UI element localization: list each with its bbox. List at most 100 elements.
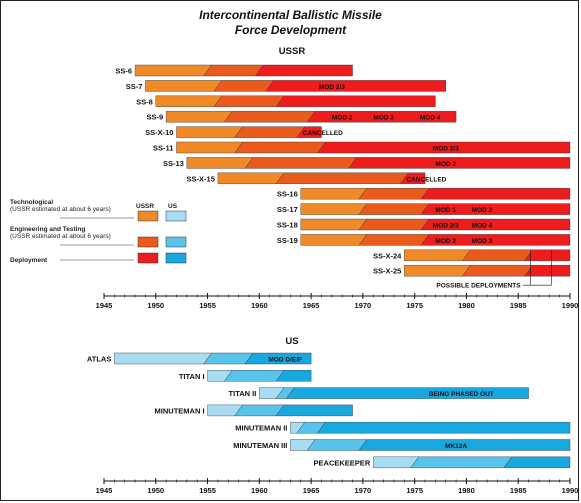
us-x-tick-label-8: 1985	[510, 486, 527, 495]
ussr-bar-eng-0	[203, 64, 264, 77]
ussr-bar-dep-8	[420, 187, 571, 200]
ussr-bar-eng-3	[223, 110, 316, 123]
us-x-tick-label-0: 1945	[96, 486, 113, 495]
us-bar-4: MINUTEMAN II	[235, 422, 571, 434]
legend-swatch-ussr-tech	[137, 210, 159, 222]
ussr-bar-eng-9	[358, 203, 430, 215]
ussr-bar-dep-1	[265, 80, 446, 92]
ussr-bar-tech-7	[217, 172, 285, 185]
ussr-annotation-9-1: MOD 2	[472, 207, 493, 214]
ussr-annotation-3-1: MOD 3	[373, 115, 394, 122]
ussr-bar-eng-1	[213, 80, 275, 92]
ussr-bar-dep-7	[399, 172, 426, 185]
ussr-bar-dep-12	[524, 249, 571, 261]
ussr-bar-dep-9	[420, 203, 571, 215]
legend-tech-sub: (USSR estimated at about 6 years)	[10, 206, 111, 213]
ussr-row-label-3: SS-9	[146, 113, 163, 122]
ussr-bar-tech-9	[300, 203, 368, 215]
possible-deployments-label: POSSIBLE DEPLOYMENTS	[436, 283, 521, 290]
ussr-bar-dep-0	[254, 64, 353, 77]
us-annotation-5-0: MK12A	[445, 443, 467, 450]
ussr-bar-dep-6	[348, 157, 571, 169]
ussr-bar-4: SS-X-10 CANCELLED	[145, 126, 343, 138]
ussr-bar-tech-4	[176, 126, 244, 138]
ussr-annotation-6-0: MOD 2	[435, 161, 456, 168]
ussr-bar-12: SS-X-24	[373, 249, 571, 261]
legend-tech-title: Technological	[10, 199, 54, 206]
ussr-row-label-1: SS-7	[126, 82, 143, 91]
ussr-bar-tech-2	[155, 95, 223, 108]
ussr-bar-5: SS-11 MOD 2/3	[153, 141, 571, 154]
us-bar-eng-1	[223, 370, 285, 382]
ussr-bar-eng-11	[358, 234, 430, 246]
legend-swatch-ussr-eng	[137, 236, 159, 248]
us-bar-6: PEACEKEEPER	[314, 456, 571, 468]
us-x-tick-label-1: 1950	[147, 486, 164, 495]
legend-eng-sub: (USSR estimated at about 6 years)	[10, 233, 111, 240]
us-bar-dep-3	[275, 404, 353, 417]
us-bar-dep-2	[286, 387, 529, 399]
ussr-x-tick-label-1: 1950	[147, 301, 164, 310]
ussr-bar-7: SS-X-15 CANCELLED	[187, 172, 447, 185]
us-bar-tech-0	[114, 352, 212, 365]
ussr-bar-dep-11	[420, 234, 571, 246]
ussr-x-tick-label-3: 1960	[251, 301, 268, 310]
legend-eng-label: Engineering and Testing (USSR estimated …	[10, 226, 120, 240]
ussr-bar-6: SS-13 MOD 2	[163, 157, 571, 169]
ussr-x-tick-label-6: 1975	[406, 301, 423, 310]
us-bar-dep-6	[503, 456, 571, 468]
ussr-panel-title: USSR	[279, 46, 306, 57]
ussr-x-tick-label-4: 1965	[303, 301, 320, 310]
ussr-x-tick-label-8: 1985	[510, 301, 527, 310]
legend-eng-title: Engineering and Testing	[10, 226, 86, 233]
ussr-bar-dep-2	[275, 95, 436, 108]
us-bar-dep-5	[358, 439, 571, 451]
us-bar-0: ATLAS MOD D/E/F	[87, 352, 312, 365]
us-x-tick-label-2: 1955	[199, 486, 216, 495]
legend-swatch-us-tech	[165, 210, 187, 222]
legend-dep-label: Deployment	[10, 257, 48, 264]
ussr-bar-eng-10	[358, 218, 430, 231]
ussr-bar-tech-0	[134, 64, 212, 77]
ussr-row-label-0: SS-6	[115, 67, 132, 76]
ussr-bar-13: SS-X-25	[373, 265, 571, 277]
ussr-bar-eng-12	[462, 249, 533, 261]
us-bar-dep-1	[275, 370, 312, 382]
us-bar-5: MINUTEMAN III MK12A	[233, 439, 571, 451]
us-bar-eng-3	[234, 404, 285, 417]
ussr-x-tick-label-0: 1945	[96, 301, 113, 310]
ussr-row-label-9: SS-17	[277, 205, 298, 214]
ussr-annotation-3-2: MOD 4	[420, 115, 441, 122]
ussr-bar-9: SS-17 MOD 1 MOD 2	[277, 203, 571, 215]
ussr-bar-tech-6	[186, 157, 254, 169]
ussr-bar-11: SS-19 MOD 2 MOD 3	[277, 234, 571, 246]
ussr-x-tick-label-2: 1955	[199, 301, 216, 310]
ussr-x-tick-label-7: 1980	[458, 301, 475, 310]
us-bar-3: MINUTEMAN I	[155, 404, 353, 417]
ussr-bar-1: SS-7 MOD 2/3	[126, 80, 446, 92]
chart-subtitle: Force Development	[234, 23, 347, 37]
ussr-bar-eng-8	[358, 187, 430, 200]
us-row-label-2: TITAN II	[229, 389, 257, 398]
chart-title: Intercontinental Ballistic Missile	[199, 8, 382, 22]
ussr-cancelled-label-4: CANCELLED	[303, 130, 343, 137]
ussr-bar-0: SS-6	[115, 64, 353, 77]
legend-col-us: US	[168, 203, 178, 210]
legend-swatch-us-eng	[165, 236, 187, 248]
us-row-label-1: TITAN I	[179, 372, 205, 381]
ussr-annotation-3-0: MOD 2	[332, 115, 353, 122]
ussr-bar-eng-6	[244, 157, 357, 169]
ussr-bar-eng-2	[213, 95, 285, 108]
ussr-bar-3: SS-9 MOD 2 MOD 3 MOD 4	[146, 110, 457, 123]
us-annotation-0-0: MOD D/E/F	[268, 357, 302, 364]
ussr-bar-tech-5	[176, 141, 244, 154]
ussr-bar-tech-8	[300, 187, 368, 200]
us-row-label-0: ATLAS	[87, 355, 111, 364]
us-x-tick-label-9: 1990	[562, 486, 579, 495]
ussr-annotation-5-0: MOD 2/3	[433, 146, 459, 153]
us-bar-dep-0	[244, 352, 312, 365]
ussr-bar-tech-1	[145, 80, 223, 92]
ussr-row-label-7: SS-X-15	[187, 174, 215, 183]
